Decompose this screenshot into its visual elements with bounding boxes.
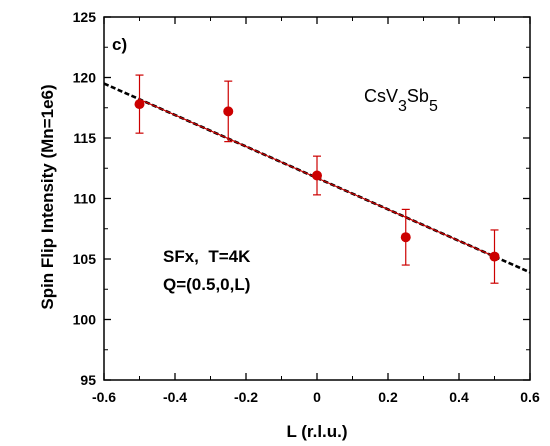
- data-point: [134, 99, 145, 110]
- x-tick-label: 0.2: [378, 389, 398, 405]
- annotation-line-2: Q=(0.5,0,L): [163, 275, 250, 294]
- data-point: [489, 251, 500, 262]
- x-ticks: -0.6 -0.4 -0.2 0 0.2 0.4 0.6: [92, 17, 540, 405]
- x-axis-label: L (r.l.u.): [286, 422, 347, 441]
- data-point: [312, 170, 322, 181]
- y-tick-label: 115: [73, 130, 96, 146]
- compound-label: CsV3Sb5: [364, 86, 438, 115]
- y-ticks: 95 100 105 110 115 120 125: [73, 9, 530, 388]
- y-tick-label: 95: [80, 372, 96, 388]
- x-tick-label: -0.2: [234, 389, 258, 405]
- compound-base: CsV: [364, 86, 398, 106]
- data-point: [400, 232, 411, 243]
- x-tick-label: 0.4: [449, 389, 469, 405]
- y-axis-label: Spin Flip Intensity (Mn=1e6): [38, 84, 57, 309]
- annotation-line-1: SFx, T=4K: [163, 247, 251, 266]
- x-tick-label: 0.6: [520, 389, 540, 405]
- compound-sub1: 3: [398, 98, 407, 115]
- y-tick-label: 125: [73, 9, 97, 25]
- compound-sub2: 5: [429, 98, 438, 115]
- y-tick-label: 110: [73, 191, 96, 207]
- y-tick-label: 120: [73, 70, 97, 86]
- compound-mid: Sb: [407, 86, 429, 106]
- panel-label: c): [112, 35, 127, 54]
- data-points: [134, 99, 500, 262]
- y-tick-label: 100: [73, 312, 97, 328]
- x-tick-label: 0: [313, 389, 321, 405]
- x-tick-label: -0.4: [163, 389, 187, 405]
- y-tick-label: 105: [73, 251, 97, 267]
- data-point: [223, 106, 234, 117]
- plot-frame: [103, 16, 531, 381]
- x-tick-label: -0.6: [92, 389, 116, 405]
